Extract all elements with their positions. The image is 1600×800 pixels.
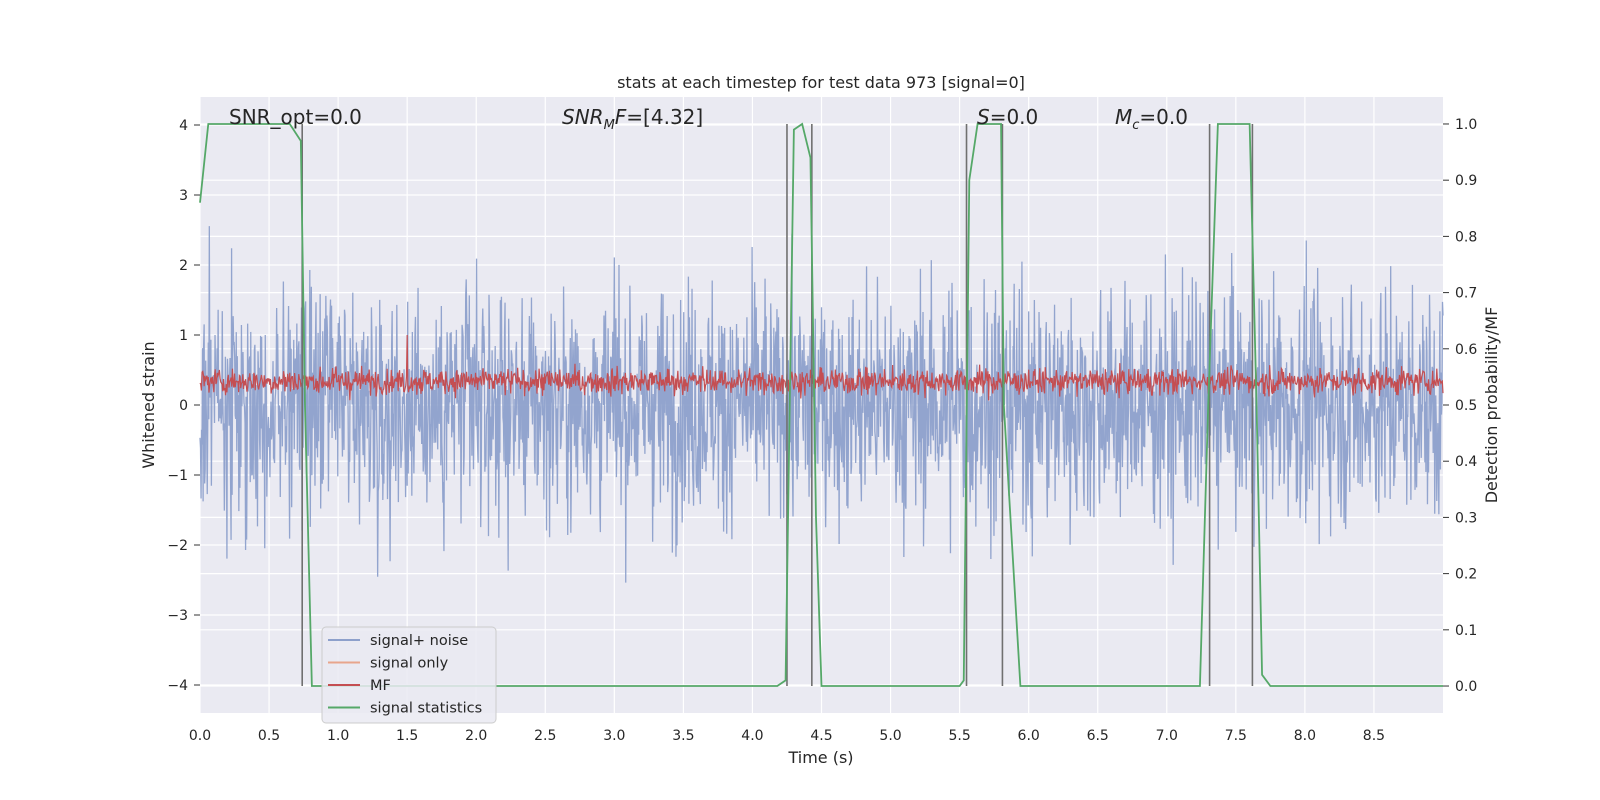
y-left-tick-labels: −4 −3 −2 −1 0 1 2 3 4 bbox=[167, 118, 200, 694]
x-tick-label: 1.0 bbox=[327, 728, 349, 744]
annotation-1: SNR_opt=0.0 bbox=[229, 105, 362, 129]
legend-label: signal+ noise bbox=[370, 633, 468, 649]
x-tick-label: 3.5 bbox=[672, 728, 694, 744]
x-tick-label: 6.0 bbox=[1018, 728, 1040, 744]
noise-series bbox=[199, 226, 1444, 583]
mf-series bbox=[199, 334, 1444, 401]
x-tick-label: 4.5 bbox=[810, 728, 832, 744]
y-left-tick-label: −4 bbox=[167, 678, 188, 694]
x-tick-label: 2.5 bbox=[534, 728, 556, 744]
annotations: SNR_opt=0.0 SNRMF=[4.32] S=0.0 Mc=0.0 bbox=[229, 105, 1188, 133]
annotation-3: S=0.0 bbox=[977, 105, 1038, 129]
x-tick-label: 4.0 bbox=[741, 728, 763, 744]
x-tick-label: 2.0 bbox=[465, 728, 487, 744]
signal-statistics-series bbox=[199, 122, 1443, 687]
noise-line bbox=[199, 226, 1444, 583]
y-right-tick-label: 0.0 bbox=[1455, 679, 1477, 695]
y-left-tick-label: −2 bbox=[167, 538, 188, 554]
x-tick-labels: 0.0 0.5 1.0 1.5 2.0 2.5 3.0 3.5 4.0 4.5 5.0 5.5 6.0 6… bbox=[189, 728, 1385, 744]
mf-line bbox=[199, 334, 1444, 401]
y-left-axis-label: Whitened strain bbox=[139, 341, 158, 468]
y-right-tick-label: 1.0 bbox=[1455, 117, 1477, 133]
legend-label: MF bbox=[370, 678, 391, 694]
x-tick-label: 6.5 bbox=[1087, 728, 1109, 744]
legend-label: signal statistics bbox=[370, 701, 482, 717]
y-right-axis-label: Detection probability/MF bbox=[1482, 307, 1501, 504]
x-tick-label: 8.5 bbox=[1363, 728, 1385, 744]
annotation-2: SNRMF=[4.32] bbox=[562, 105, 703, 133]
y-right-tick-label: 0.3 bbox=[1455, 510, 1477, 526]
y-right-tick-label: 0.4 bbox=[1455, 454, 1477, 470]
legend-box bbox=[321, 626, 497, 724]
x-tick-label: 7.5 bbox=[1225, 728, 1247, 744]
y-right-tick-labels: 0.0 0.1 0.2 0.3 0.4 0.5 0.6 0.7 0.8 0.9 1.0 bbox=[1443, 117, 1477, 695]
y-left-tick-label: 1 bbox=[179, 328, 188, 344]
y-left-tick-label: 3 bbox=[179, 188, 188, 204]
y-left-tick-label: 4 bbox=[179, 118, 188, 134]
y-right-tick-label: 0.7 bbox=[1455, 286, 1477, 302]
x-tick-label: 1.5 bbox=[396, 728, 418, 744]
x-tick-label: 5.0 bbox=[879, 728, 901, 744]
y-right-tick-label: 0.2 bbox=[1455, 567, 1477, 583]
x-tick-label: 7.0 bbox=[1156, 728, 1178, 744]
x-tick-label: 0.0 bbox=[189, 728, 211, 744]
y-right-tick-label: 0.6 bbox=[1455, 342, 1477, 358]
y-left-tick-label: −1 bbox=[167, 468, 188, 484]
y-right-tick-label: 0.9 bbox=[1455, 173, 1477, 189]
x-tick-label: 8.0 bbox=[1294, 728, 1316, 744]
x-axis-label: Time (s) bbox=[787, 748, 853, 767]
y-right-tick-label: 0.5 bbox=[1455, 398, 1477, 414]
x-tick-label: 0.5 bbox=[258, 728, 280, 744]
y-right-tick-label: 0.8 bbox=[1455, 229, 1477, 245]
x-tick-label: 3.0 bbox=[603, 728, 625, 744]
y-left-tick-label: 2 bbox=[179, 258, 188, 274]
x-tick-label: 5.5 bbox=[948, 728, 970, 744]
y-right-tick-label: 0.1 bbox=[1455, 623, 1477, 639]
signal-statistics-line bbox=[199, 122, 1443, 687]
y-left-tick-label: 0 bbox=[179, 398, 188, 414]
chart-title: stats at each timestep for test data 973… bbox=[617, 73, 1025, 92]
grid bbox=[199, 97, 1443, 713]
legend-label: signal only bbox=[370, 656, 449, 672]
annotation-4: Mc=0.0 bbox=[1115, 105, 1188, 133]
legend: signal+ noise signal only MF signal statist… bbox=[321, 626, 497, 724]
y-left-tick-label: −3 bbox=[167, 608, 188, 624]
